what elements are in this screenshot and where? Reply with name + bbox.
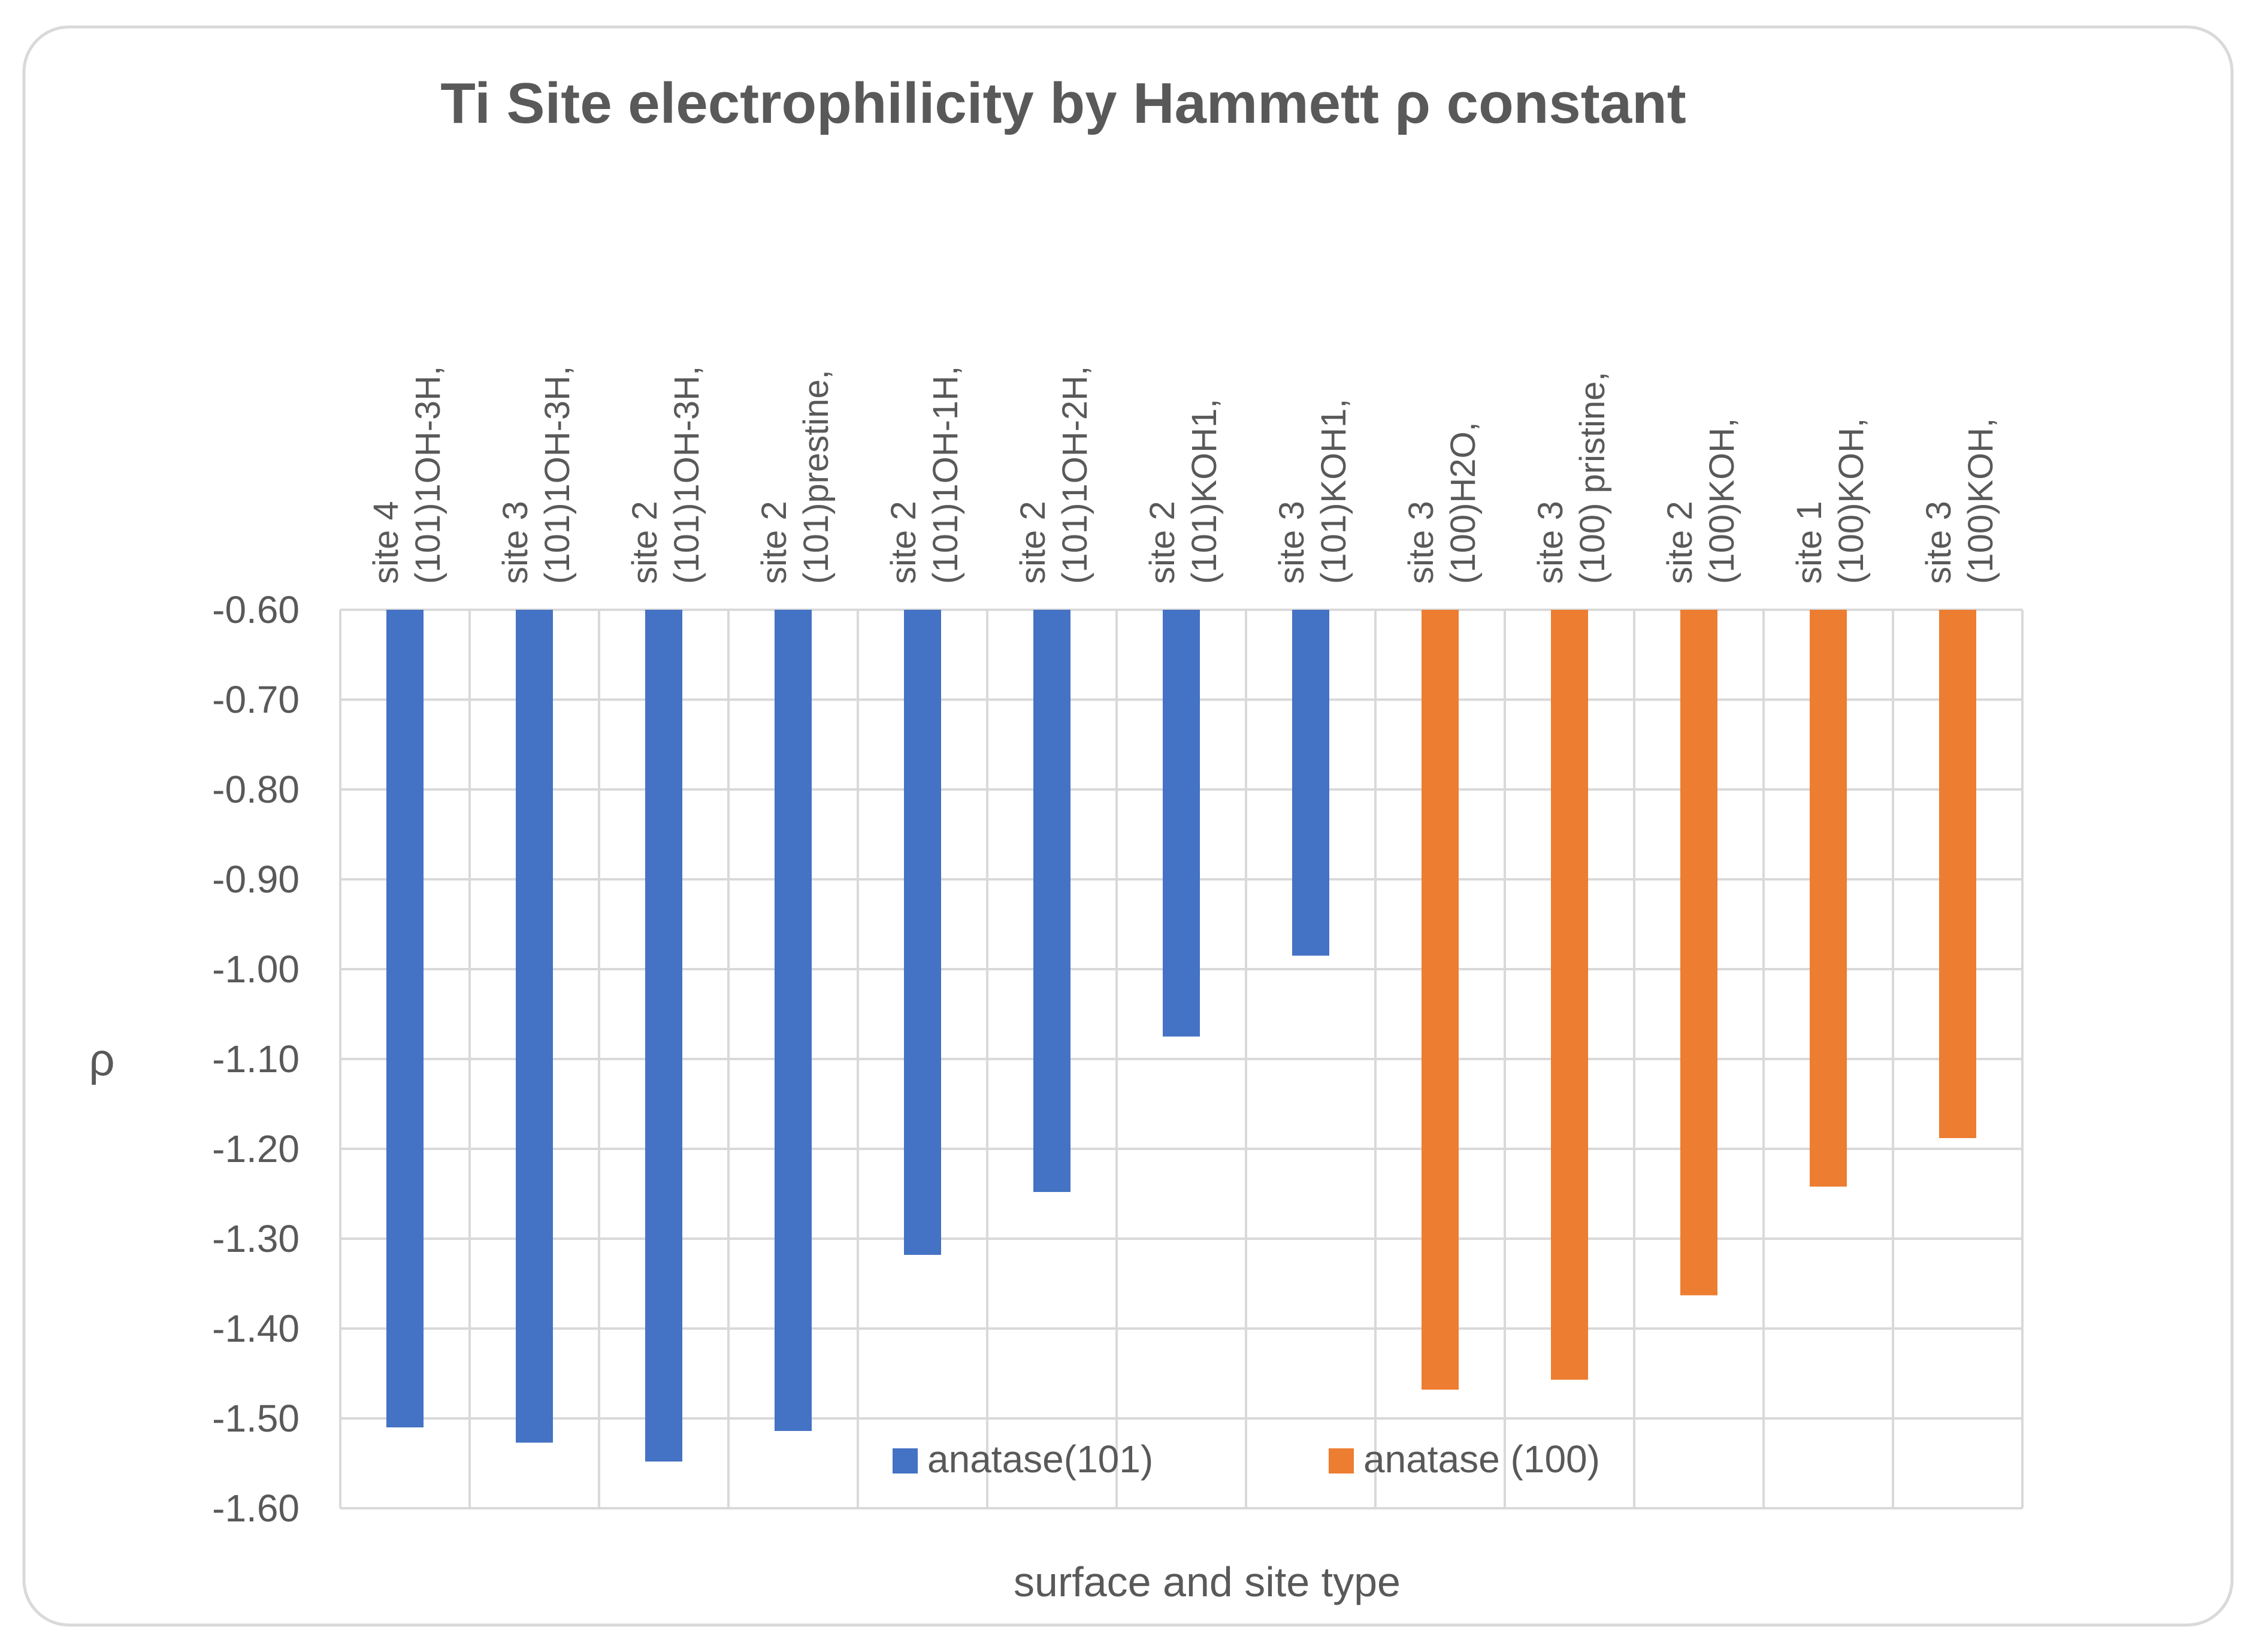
x-category-label-surface: (101)1OH-3H, — [409, 366, 447, 584]
y-tick-label: -0.70 — [212, 678, 300, 721]
x-category-label-site: site 3 — [1272, 501, 1311, 584]
legend-swatch-anatase-101 — [893, 1448, 918, 1474]
x-category-label-site: site 2 — [1661, 501, 1699, 584]
bar — [1422, 610, 1459, 1390]
bar — [1163, 610, 1200, 1037]
gridlines — [339, 609, 2024, 1509]
x-category-label-site: site 2 — [884, 501, 923, 584]
x-category-label-surface: (101)1OH-1H, — [926, 366, 965, 584]
x-category-label-surface: (101)prestine, — [797, 370, 836, 584]
chart-frame — [22, 25, 2234, 1627]
x-axis-label: surface and site type — [1014, 1559, 1401, 1605]
y-tick-label: -1.20 — [212, 1127, 300, 1170]
x-category-label-site: site 2 — [1014, 501, 1053, 584]
y-tick-label: -1.50 — [212, 1397, 300, 1440]
x-category-label-site: site 3 — [496, 501, 535, 584]
x-category-label-site: site 2 — [625, 501, 664, 584]
legend-label-anatase-101: anatase(101) — [927, 1438, 1153, 1481]
x-category-label-surface: (100) pristine, — [1573, 371, 1612, 584]
x-category-label-surface: (100)KOH, — [1832, 418, 1871, 584]
y-tick-label: -1.30 — [212, 1217, 300, 1260]
bar — [1033, 610, 1070, 1192]
bar — [645, 610, 682, 1462]
bar — [775, 610, 812, 1431]
y-tick-label: -0.60 — [212, 588, 300, 631]
bar — [1939, 610, 1976, 1138]
x-category-label-site: site 1 — [1790, 501, 1829, 584]
y-axis-label: ρ — [89, 1034, 114, 1085]
y-tick-labels: -0.60 -0.70 -0.80 -0.90 -1.00 -1.10 -1.20 -1.30… — [212, 588, 300, 1530]
y-tick-label: -0.90 — [212, 858, 300, 901]
x-category-label-surface: (101)1OH-3H, — [667, 366, 706, 584]
legend-label-anatase-100: anatase (100) — [1363, 1438, 1600, 1481]
x-category-label-site: site 4 — [367, 501, 406, 584]
bar — [1810, 610, 1847, 1187]
y-tick-label: -1.60 — [212, 1487, 300, 1530]
x-category-label-surface: (101)KOH1, — [1314, 399, 1353, 584]
x-category-label-surface: (101)1OH-2H, — [1056, 366, 1094, 584]
bar — [1551, 610, 1588, 1380]
bar — [386, 610, 424, 1427]
bar — [1292, 610, 1329, 956]
chart-title: Ti Site electrophilicity by Hammett ρ co… — [440, 71, 1686, 135]
bars — [386, 610, 1976, 1462]
y-tick-label: -1.10 — [212, 1037, 300, 1081]
x-category-label-site: site 3 — [1402, 501, 1441, 584]
x-category-label-site: site 3 — [1531, 501, 1570, 584]
x-category-label-site: site 2 — [755, 501, 794, 584]
y-tick-label: -1.40 — [212, 1307, 300, 1350]
x-category-label-surface: (100)KOH, — [1961, 418, 2000, 584]
legend-swatch-anatase-100 — [1329, 1448, 1354, 1474]
legend: anatase(101) anatase (100) — [893, 1438, 1600, 1481]
bar — [1680, 610, 1717, 1296]
y-tick-label: -0.80 — [212, 768, 300, 811]
x-category-label-site: site 3 — [1919, 501, 1958, 584]
x-category-label-site: site 2 — [1143, 501, 1182, 584]
x-category-label-surface: (101)KOH1, — [1185, 399, 1224, 584]
x-category-label-surface: (100)H2O, — [1444, 422, 1483, 584]
y-tick-label: -1.00 — [212, 948, 300, 991]
x-category-label-surface: (100)KOH, — [1702, 418, 1741, 584]
x-category-labels: site 4 (101)1OH-3H, site 3 (101)1OH-3H, site… — [367, 366, 2000, 584]
bar — [904, 610, 941, 1255]
bar — [516, 610, 553, 1443]
x-category-label-surface: (101)1OH-3H, — [538, 366, 577, 584]
